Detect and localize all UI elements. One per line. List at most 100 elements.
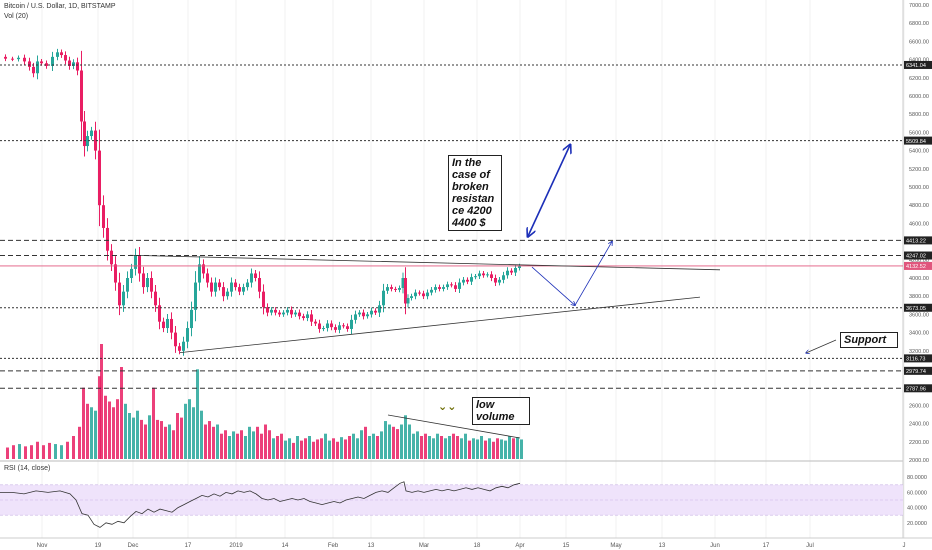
candle-body — [80, 70, 83, 122]
candle-body — [294, 312, 297, 315]
candle-body — [36, 61, 39, 74]
volume-bar — [66, 441, 69, 459]
volume-bar — [188, 399, 191, 459]
y-tick-label: 3400.00 — [909, 331, 929, 337]
volume-bar — [204, 424, 207, 459]
candle-body — [94, 130, 97, 151]
volume-bar — [356, 438, 359, 459]
volume-bar — [280, 433, 283, 459]
volume-bar — [312, 441, 315, 459]
volume-bar — [144, 424, 147, 459]
volume-bar — [72, 436, 75, 459]
volume-bar — [444, 438, 447, 459]
volume-bar — [36, 441, 39, 459]
candle-body — [102, 205, 105, 228]
volume-bar — [116, 399, 119, 459]
volume-bar — [112, 407, 115, 459]
volume-bar — [12, 445, 15, 459]
volume-bar — [268, 430, 271, 459]
price-label-text: 6341.04 — [906, 63, 926, 69]
candle-body — [64, 55, 67, 61]
candle-body — [86, 136, 89, 147]
projection-arrow — [574, 242, 612, 306]
volume-bar — [136, 410, 139, 459]
volume-bar — [160, 421, 163, 459]
candle-body — [326, 323, 329, 329]
volume-bar — [300, 440, 303, 459]
price-label-tag — [904, 303, 932, 312]
candle-body — [390, 287, 393, 289]
volume-bar — [248, 426, 251, 459]
price-label-text: 4247.02 — [906, 254, 926, 260]
candle-body — [72, 62, 75, 66]
candle-body — [466, 279, 469, 282]
volume-bar — [488, 438, 491, 459]
rsi-indicator-label: RSI (14, close) — [4, 465, 51, 472]
volume-bar — [456, 436, 459, 459]
volume-bar — [244, 436, 247, 459]
y-tick-label: 2200.00 — [909, 440, 929, 446]
volume-bar — [508, 436, 511, 459]
volume-bar — [452, 433, 455, 459]
price-label-tag — [904, 251, 932, 260]
volume-bar — [216, 424, 219, 459]
volume-bar — [472, 438, 475, 459]
y-tick-label: 6200.00 — [909, 76, 929, 82]
volume-bar — [340, 437, 343, 459]
volume-bar — [348, 436, 351, 459]
candle-body — [306, 314, 309, 319]
y-tick-label: 5400.00 — [909, 149, 929, 155]
volume-bar — [272, 438, 275, 459]
x-tick-label: J — [903, 543, 906, 549]
y-tick-label: 6800.00 — [909, 21, 929, 27]
candle-body — [178, 346, 181, 351]
volume-bar — [308, 436, 311, 459]
candle-body — [90, 130, 93, 137]
volume-bar — [448, 436, 451, 459]
volume-bar — [86, 403, 89, 459]
candle-body — [310, 314, 313, 322]
candle-body — [106, 227, 109, 251]
volume-bar — [384, 421, 387, 459]
x-tick-label: Mar — [419, 543, 429, 549]
y-tick-label: 2600.00 — [909, 403, 929, 409]
low-volume-annotation[interactable]: low volume — [472, 397, 530, 425]
volume-bar — [292, 442, 295, 459]
volume-bar — [156, 419, 159, 459]
candle-body — [494, 278, 497, 283]
volume-bar — [60, 445, 63, 459]
candle-body — [190, 309, 193, 329]
x-tick-label: Dec — [128, 543, 139, 549]
x-tick-label: 17 — [185, 543, 192, 549]
volume-bar — [78, 426, 81, 459]
resistance-annotation[interactable]: In the case of broken resistan ce 4200 4… — [448, 155, 502, 231]
volume-bar — [496, 438, 499, 459]
candle-body — [401, 278, 405, 289]
x-tick-label: 2019 — [229, 543, 243, 549]
candle-body — [414, 292, 417, 297]
candle-body — [56, 52, 59, 57]
candle-body — [206, 273, 209, 283]
y-tick-label: 6600.00 — [909, 39, 929, 45]
x-tick-label: Jun — [710, 543, 720, 549]
candle-body — [426, 292, 429, 297]
candle-body — [338, 325, 341, 330]
volume-bar — [94, 410, 97, 459]
candle-body — [478, 273, 481, 277]
candle-body — [98, 150, 101, 206]
volume-bar — [352, 433, 355, 459]
y-tick-label: 4200.00 — [909, 258, 929, 264]
volume-bar — [30, 445, 33, 459]
candle-body — [122, 291, 125, 306]
candle-body — [76, 62, 79, 71]
volume-bar — [276, 436, 279, 459]
y-tick-label: 5600.00 — [909, 130, 929, 136]
support-annotation[interactable]: Support — [840, 332, 898, 348]
candle-body — [218, 282, 221, 288]
x-tick-label: 18 — [474, 543, 481, 549]
volume-bar — [180, 417, 183, 459]
candle-body — [210, 282, 213, 292]
volume-bar — [104, 395, 107, 459]
candle-body — [246, 282, 249, 288]
